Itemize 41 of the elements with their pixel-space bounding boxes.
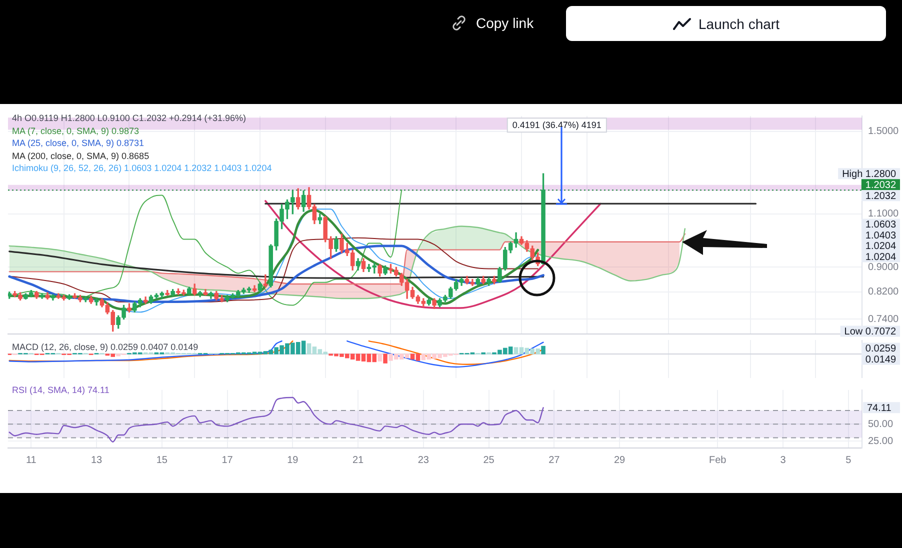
x-tick-label: 15	[156, 454, 168, 466]
annotation: High 1.2800	[842, 168, 896, 180]
y-tick-label: 1.5000	[868, 126, 900, 138]
text: 0.0149	[865, 354, 896, 366]
y-tick-label: 0.7400	[868, 314, 900, 325]
text: MA (25, close, 0, SMA, 9) 0.8731	[12, 137, 146, 150]
annotation: Low 0.7072	[844, 326, 896, 338]
x-tick-label: 5	[846, 454, 852, 466]
x-tick-label: 13	[90, 454, 103, 466]
annotation: 0.4191 (36.47%) 4191	[512, 120, 602, 130]
text: 0.0259	[865, 343, 896, 354]
x-tick-label: 21	[352, 454, 364, 466]
text: RSI (14, SMA, 14) 74.11	[12, 384, 110, 396]
x-tick-label: Feb	[709, 454, 727, 466]
y-tick-label: 0.9000	[868, 262, 900, 273]
text: MA (7, close, 0, SMA, 9) 0.9873	[12, 124, 140, 137]
y-tick-label: 0.8200	[868, 286, 900, 298]
text: Ichimoku (9, 26, 52, 26, 26) 1.0603 1.0204 1.2032 1.0403 1.0204	[12, 162, 272, 174]
x-tick-label: 27	[548, 454, 560, 466]
text: 74.11	[867, 402, 892, 414]
x-tick-label: 19	[287, 454, 299, 466]
x-tick-label: 23	[418, 454, 430, 466]
text: 1.0204	[865, 241, 896, 252]
text: Copy link	[476, 15, 534, 31]
y-tick-label: 1.1000	[868, 208, 900, 220]
y-tick-label: 25.00	[868, 436, 894, 447]
y-tick-label: 50.00	[868, 418, 894, 430]
x-tick-label: 17	[222, 454, 234, 466]
chart-title: MACD (12, 26, close, 9) 0.0259 0.0407 0.0149	[12, 341, 198, 354]
x-tick-label: 29	[614, 454, 626, 466]
text: 1.0403	[865, 230, 896, 242]
text: 1.2032	[865, 180, 896, 191]
x-tick-label: 11	[26, 454, 37, 466]
ref-line-label: 1.2032	[865, 190, 896, 202]
chart-title: 4h O0.9119 H1.2800 L0.9100 C1.2032 +0.2914 (+31.96%)	[12, 112, 248, 124]
x-tick-label: 25	[483, 454, 495, 466]
x-tick-label: 3	[780, 454, 786, 466]
text: Launch chart	[698, 16, 780, 32]
text: MA (200, close, 0, SMA, 9) 0.8685	[12, 150, 150, 162]
text: 1.0603	[865, 219, 896, 230]
text: 1.0204	[865, 252, 896, 263]
